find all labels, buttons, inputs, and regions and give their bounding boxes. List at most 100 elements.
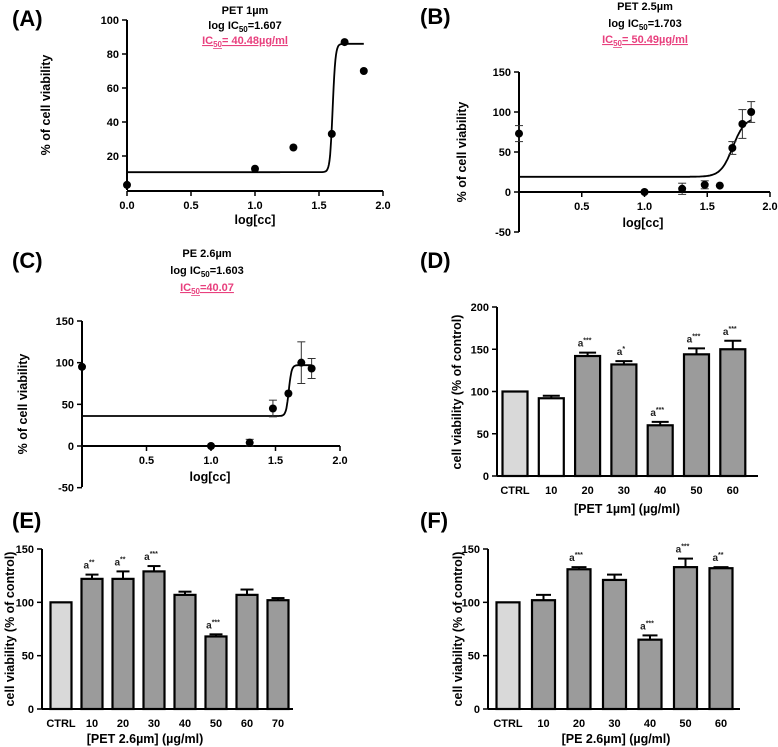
x-tick-label: 30 [618,485,630,497]
significance-letter: a [114,557,120,568]
data-point [678,184,687,193]
x-tick-label: 2.0 [332,455,347,467]
x-tick-label: CTRL [46,718,76,730]
x-tick-label: 30 [608,718,620,730]
data-point [251,164,259,173]
x-tick-label: 20 [117,718,129,730]
title-text: IC [202,35,213,47]
x-tick-label: 40 [179,718,191,730]
x-tick-label: 10 [86,718,98,730]
chart-title-line: PET 2.5µm [617,1,673,13]
significance-stars: *** [681,544,689,551]
y-tick-label: 50 [499,147,511,159]
panel-label: (C) [12,248,43,273]
y-tick-label: 100 [56,358,74,370]
title-subscript: 50 [639,23,648,32]
title-text: =1.703 [648,18,682,30]
significance-label: a*** [144,551,158,563]
significance-label: a*** [650,407,664,419]
data-point [245,438,254,447]
data-point [700,180,709,189]
data-point [297,358,306,367]
significance-letter: a [144,552,150,563]
significance-stars: *** [656,407,664,414]
significance-letter: a [712,553,718,564]
bar [682,353,711,478]
x-tick-label: 1.5 [700,201,715,213]
significance-letter: a [83,561,89,572]
significance-letter: a [640,621,646,632]
bar [142,570,166,711]
x-axis-label: [PET 1µm] (µg/ml) [574,502,680,516]
data-point [307,364,316,373]
bar [537,397,565,478]
significance-letter: a [650,408,656,419]
title-text: IC [180,282,191,294]
significance-stars: *** [575,552,583,559]
y-axis-label: cell viability (% of control) [451,552,465,707]
x-axis-label: [PE 2.6µm] (µg/ml) [562,732,671,746]
title-text: log IC [608,18,639,30]
bar [573,354,602,478]
x-tick-label: 0.5 [574,201,589,213]
chart-title-line: PET 1µm [222,5,269,17]
x-tick-label: 1.5 [268,455,283,467]
bar [708,567,734,711]
significance-stars: ** [718,552,724,559]
significance-label: a** [712,552,723,564]
bar [495,601,521,711]
title-subscript: 50 [613,39,622,48]
significance-stars: ** [89,560,95,567]
significance-stars: *** [728,326,736,333]
y-tick-label: 150 [493,67,511,79]
significance-letter: a [676,545,682,556]
title-subscript: 50 [201,270,210,279]
x-tick-label: 70 [272,718,284,730]
significance-label: a*** [578,338,592,350]
x-axis-label: log[cc] [190,470,231,484]
x-tick-label: 2.0 [375,200,390,212]
x-tick-label: 20 [581,485,593,497]
y-tick-label: 150 [16,544,34,556]
x-tick-label: 60 [715,718,727,730]
x-tick-label: 40 [644,718,656,730]
bar [530,599,557,711]
data-point [78,362,86,371]
panel-label: (B) [420,4,451,29]
x-tick-label: CTRL [493,718,523,730]
x-tick-label: 50 [679,718,691,730]
data-point [340,38,349,47]
y-tick-label: 50 [22,651,34,663]
x-tick-label: 0.0 [119,200,134,212]
data-point [289,143,298,152]
y-tick-label: 150 [471,344,489,356]
x-axis-label: [PET 2.6µm] (µg/ml) [87,732,204,746]
significance-letter: a [569,553,575,564]
significance-letter: a [206,620,212,631]
y-tick-label: -50 [495,227,511,239]
bar [566,568,592,711]
data-point [268,404,277,413]
y-tick-label: 100 [16,597,34,609]
y-tick-label: 150 [56,316,74,328]
x-tick-label: 50 [690,485,702,497]
bar [610,363,638,478]
panel-label: (E) [12,508,41,533]
significance-stars: *** [692,333,700,340]
title-text: log IC [170,265,201,277]
significance-letter: a [578,339,584,350]
significance-letter: a [687,334,693,345]
title-text: = 50.49µg/ml [622,34,688,46]
y-tick-label: 50 [468,651,480,663]
data-point [207,442,215,450]
bar [719,348,747,478]
data-point [640,188,649,196]
bar [646,424,674,478]
data-point [747,108,756,116]
bar [80,577,104,711]
significance-stars: ** [120,556,126,563]
